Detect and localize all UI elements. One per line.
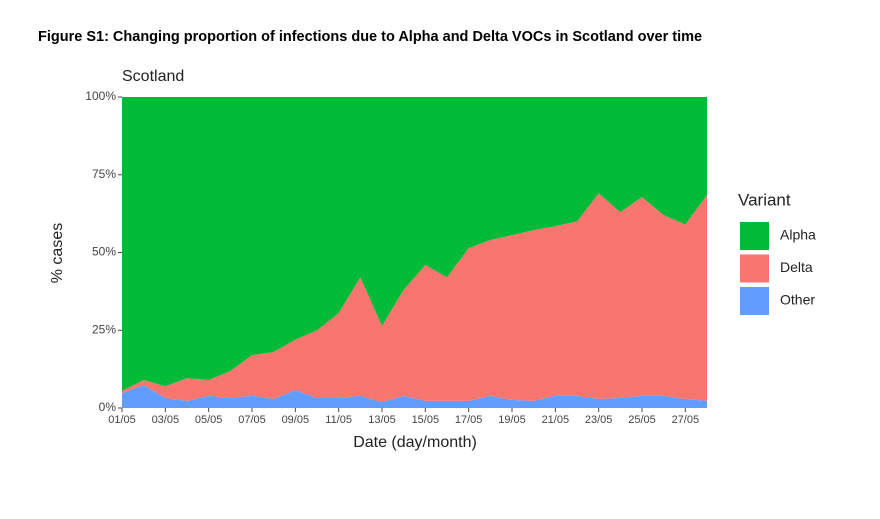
y-tick-label: 50% xyxy=(92,245,116,259)
figure-title: Figure S1: Changing proportion of infect… xyxy=(38,29,702,45)
x-tick-label: 23/05 xyxy=(585,414,613,426)
x-tick-label: 15/05 xyxy=(412,414,440,426)
x-tick-label: 11/05 xyxy=(325,414,352,426)
x-tick-label: 25/05 xyxy=(628,414,656,426)
legend-key xyxy=(740,222,769,250)
x-tick-label: 21/05 xyxy=(542,414,570,426)
x-tick-label: 19/05 xyxy=(498,414,526,426)
y-tick-label: 0% xyxy=(99,400,117,414)
x-tick-label: 03/05 xyxy=(152,414,180,426)
x-tick-label: 13/05 xyxy=(368,414,396,426)
legend-key xyxy=(740,254,769,283)
area xyxy=(122,193,707,403)
legend-key xyxy=(740,287,769,315)
x-tick-label: 01/05 xyxy=(108,414,136,426)
panel-title: Scotland xyxy=(122,68,184,85)
x-tick-label: 09/05 xyxy=(282,414,310,426)
y-tick-label: 100% xyxy=(85,89,116,103)
y-tick-label: 75% xyxy=(92,167,116,181)
x-axis-title: Date (day/month) xyxy=(353,434,477,451)
x-tick-label: 27/05 xyxy=(672,414,700,426)
x-tick-label: 05/05 xyxy=(195,414,223,426)
x-tick-label: 17/05 xyxy=(455,414,483,426)
legend-label: Delta xyxy=(780,259,813,275)
area xyxy=(122,97,707,391)
x-tick-label: 07/05 xyxy=(238,414,266,426)
legend-label: Alpha xyxy=(780,227,816,243)
y-tick-label: 25% xyxy=(92,322,116,336)
legend-title: Variant xyxy=(738,190,791,209)
area xyxy=(122,384,707,408)
y-axis-title: % cases xyxy=(49,223,66,283)
legend-label: Other xyxy=(780,292,815,308)
